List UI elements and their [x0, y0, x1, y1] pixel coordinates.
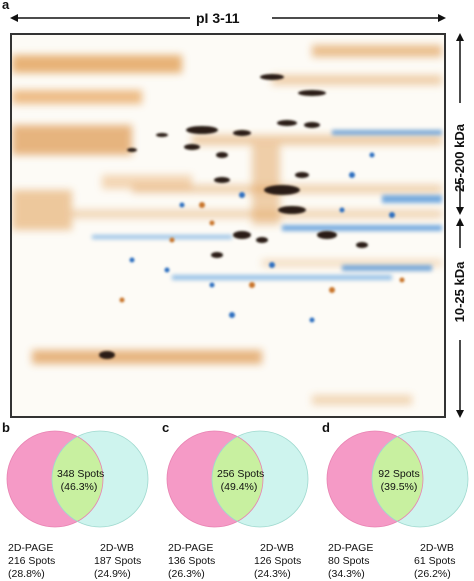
2d-gel-image	[10, 33, 446, 418]
overlap-pct-c: (49.4%)	[220, 481, 258, 493]
mass-range-upper-arrow	[456, 33, 464, 215]
right-name-c: 2D-WB	[260, 542, 294, 554]
overlap-count-c: 256 Spots (49.4%)	[217, 468, 265, 494]
venn-diagram-b: b 348 Spots (46.3%) 2D-PAGE 216 Spots (2…	[0, 420, 150, 581]
right-pct-d: (26.2%)	[414, 568, 451, 580]
left-name-d: 2D-PAGE	[328, 542, 374, 554]
left-set-b: 2D-PAGE 216 Spots (28.8%)	[8, 542, 55, 581]
left-pct-d: (34.3%)	[328, 568, 365, 580]
right-name-d: 2D-WB	[420, 542, 454, 554]
overlap-count-d: 92 Spots (39.5%)	[377, 468, 421, 494]
left-count-c: 136 Spots	[168, 555, 216, 567]
panel-a-label: a	[2, 0, 10, 12]
left-set-d: 2D-PAGE 80 Spots (34.3%)	[328, 542, 373, 581]
venn-diagram-c: c 256 Spots (49.4%) 2D-PAGE 136 Spots (2…	[160, 420, 310, 581]
overlap-count-b: 348 Spots (46.3%)	[57, 468, 105, 494]
gel-overlay-drawing	[12, 45, 442, 405]
mass-range-lower-arrow	[456, 218, 464, 418]
pi-range-arrow	[10, 14, 446, 22]
left-pct-c: (26.3%)	[168, 568, 205, 580]
panel-b-label: b	[2, 420, 10, 435]
right-pct-c: (24.3%)	[254, 568, 291, 580]
panel-d-label: d	[322, 420, 330, 435]
venn-circles-d	[326, 430, 469, 528]
panel-c-label: c	[162, 420, 170, 435]
left-count-b: 216 Spots	[8, 555, 56, 567]
overlap-pct-b: (46.3%)	[60, 481, 98, 493]
right-count-c: 126 Spots	[254, 555, 302, 567]
pi-range-label: pI 3-11	[196, 10, 240, 26]
right-name-b: 2D-WB	[100, 542, 134, 554]
right-count-b: 187 Spots	[94, 555, 142, 567]
overlap-spots-b: 348 Spots	[57, 468, 105, 480]
right-count-d: 61 Spots	[414, 555, 456, 567]
right-set-b: 2D-WB 187 Spots (24.9%)	[94, 542, 141, 581]
overlap-spots-c: 256 Spots	[217, 468, 265, 480]
right-set-d: 2D-WB 61 Spots (26.2%)	[414, 542, 455, 581]
left-count-d: 80 Spots	[328, 555, 370, 567]
overlap-pct-d: (39.5%)	[380, 481, 418, 493]
left-name-b: 2D-PAGE	[8, 542, 54, 554]
venn-circles-c	[166, 430, 309, 528]
mass-range-lower-label: 10-25 kDa	[452, 261, 467, 323]
mass-range-upper-label: 25-200 kDa	[452, 124, 467, 192]
left-set-c: 2D-PAGE 136 Spots (26.3%)	[168, 542, 215, 581]
right-set-c: 2D-WB 126 Spots (24.3%)	[254, 542, 301, 581]
venn-circles-b	[6, 430, 149, 528]
right-pct-b: (24.9%)	[94, 568, 131, 580]
overlap-spots-d: 92 Spots	[378, 468, 420, 480]
left-pct-b: (28.8%)	[8, 568, 45, 580]
venn-diagram-d: d 92 Spots (39.5%) 2D-PAGE 80 Spots (34.…	[320, 420, 470, 581]
left-name-c: 2D-PAGE	[168, 542, 214, 554]
